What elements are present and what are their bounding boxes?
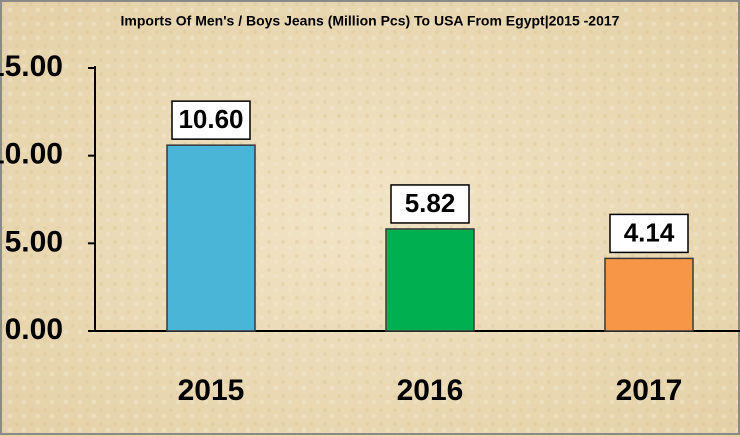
value-label-box [390,184,470,224]
y-tick-label: 5.00 [5,225,63,258]
y-tick-label: 10.00 [0,138,63,171]
bar [604,257,694,332]
value-label-box [171,100,251,140]
value-label: 5.82 [405,188,456,218]
bar [166,144,256,332]
y-tick-label: 0.00 [5,313,63,346]
chart-title: Imports Of Men's / Boys Jeans (Million P… [121,13,620,29]
value-label: 10.60 [178,104,243,134]
bar [385,228,475,332]
x-tick-label: 2015 [178,374,245,407]
value-label-box [609,213,689,254]
value-label: 4.14 [624,217,675,247]
x-tick-label: 2016 [397,374,464,407]
y-tick-label: 15.00 [0,50,63,83]
x-tick-label: 2017 [616,374,683,407]
